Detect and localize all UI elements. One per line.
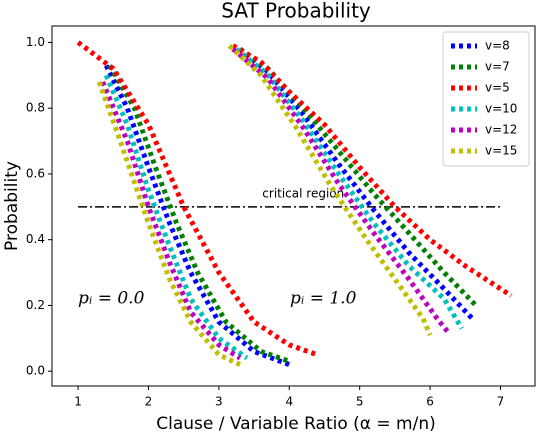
x-tick-label: 5	[356, 395, 364, 409]
legend-label: v=10	[485, 102, 517, 116]
x-axis-label: Clause / Variable Ratio (α = m/n)	[156, 414, 436, 434]
series-line	[96, 43, 433, 367]
y-tick-label: 1.0	[26, 35, 45, 49]
series-line	[76, 40, 513, 358]
legend-label: v=7	[485, 60, 510, 74]
y-tick-label: 0.4	[26, 232, 45, 246]
legend-box	[442, 31, 530, 167]
x-tick-label: 4	[285, 395, 293, 409]
legend-label: v=12	[485, 123, 517, 137]
series-line	[103, 47, 475, 367]
y-tick-label: 0.0	[26, 364, 45, 378]
y-tick-label: 0.8	[26, 101, 45, 115]
x-tick-label: 6	[426, 395, 434, 409]
legend-label: v=8	[485, 39, 510, 53]
y-axis-label: Probability	[2, 161, 22, 251]
x-tick-label: 7	[497, 395, 505, 409]
series-line	[100, 47, 450, 361]
series-line	[103, 47, 464, 361]
legend-label: v=5	[485, 81, 510, 95]
y-tick-label: 0.2	[26, 298, 45, 312]
x-tick-label: 2	[145, 395, 153, 409]
y-tick-label: 0.6	[26, 166, 45, 180]
critical-label: critical region	[262, 186, 344, 200]
chart-title: SAT Probability	[221, 0, 371, 23]
x-tick-label: 3	[215, 395, 223, 409]
group-annotation: pᵢ = 0.0	[78, 289, 145, 309]
plot-frame	[51, 25, 536, 387]
group-annotation: pᵢ = 1.0	[290, 289, 357, 309]
legend-label: v=15	[485, 144, 517, 158]
x-tick-label: 1	[74, 395, 82, 409]
